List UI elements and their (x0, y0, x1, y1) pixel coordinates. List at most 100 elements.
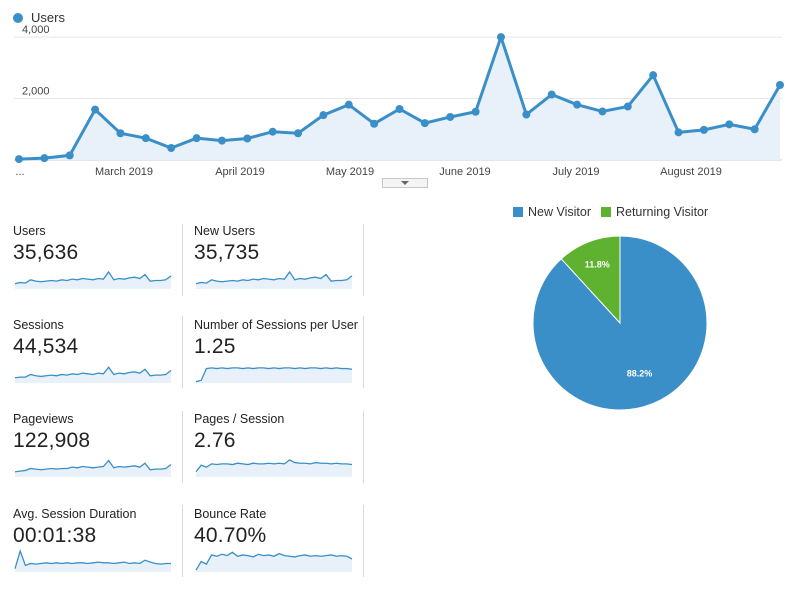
users-data-point[interactable] (395, 104, 404, 113)
pie-legend-returning-label: Returning Visitor (615, 205, 709, 219)
metric-value: 00:01:38 (13, 524, 97, 547)
users-legend-dot (13, 12, 23, 23)
divider-col-1d (182, 505, 183, 577)
sparkline-area (196, 271, 352, 289)
sparkline-line (14, 270, 172, 285)
metric-sparkline (195, 551, 353, 572)
metric-label: Sessions (13, 318, 64, 332)
users-data-point[interactable] (319, 111, 328, 120)
metric-label: New Users (194, 224, 256, 238)
metric-sparkline (14, 366, 172, 383)
chevron-down-icon (401, 181, 409, 185)
users-data-point[interactable] (217, 136, 226, 145)
x-tick-label: ... (15, 166, 24, 178)
users-data-point[interactable] (699, 125, 708, 134)
users-data-point[interactable] (573, 100, 582, 109)
users-data-point[interactable] (294, 129, 303, 138)
users-data-point[interactable] (344, 100, 353, 109)
pie-legend-returning-swatch (600, 207, 611, 217)
metric-label: Pageviews (13, 412, 74, 426)
users-data-point[interactable] (15, 155, 23, 164)
metric-value: 44,534 (13, 335, 79, 358)
metric-tile[interactable]: New Users 35,735 (194, 224, 364, 289)
sparkline-area (15, 367, 171, 383)
users-data-point[interactable] (725, 120, 734, 129)
users-data-point[interactable] (674, 128, 683, 137)
metric-tile[interactable]: Pages / Session 2.76 (194, 412, 364, 477)
users-data-point[interactable] (268, 127, 277, 136)
sparkline-area (196, 367, 352, 383)
users-data-point[interactable] (649, 71, 658, 80)
users-data-point[interactable] (141, 134, 150, 143)
users-data-point[interactable] (471, 107, 480, 116)
divider-col-2d (363, 505, 364, 577)
users-data-point[interactable] (192, 134, 201, 143)
pie-legend-returning[interactable]: Returning Visitor (600, 205, 709, 219)
sparkline-area (15, 460, 171, 477)
sparkline-area (15, 271, 171, 289)
users-data-point[interactable] (750, 125, 759, 134)
y-tick-label: 2,000 (22, 86, 50, 98)
metric-tile[interactable]: Avg. Session Duration 00:01:38 (13, 507, 183, 572)
users-data-point[interactable] (776, 81, 784, 90)
pie-slice-label: 11.8% (585, 260, 610, 270)
chart-scroll-handle[interactable] (382, 178, 428, 188)
users-legend[interactable]: Users (13, 10, 65, 25)
users-data-point[interactable] (547, 90, 556, 99)
metric-label: Users (13, 224, 46, 238)
sparkline-line (195, 551, 353, 571)
sparkline-line (195, 367, 353, 383)
visitor-pie-chart: 88.2% 11.8% (532, 235, 708, 411)
metric-value: 40.70% (194, 524, 267, 547)
metric-label: Pages / Session (194, 412, 285, 426)
x-tick-label: May 2019 (326, 166, 374, 178)
pie-slice-returning-visitor[interactable] (560, 235, 621, 325)
sparkline-area (196, 459, 352, 477)
users-legend-label: Users (31, 10, 65, 25)
metric-sparkline (195, 459, 353, 477)
metric-tile[interactable]: Pageviews 122,908 (13, 412, 183, 477)
metric-tile[interactable]: Number of Sessions per User 1.25 (194, 318, 364, 383)
pie-legend-new-swatch (513, 207, 523, 217)
metric-value: 35,636 (13, 241, 79, 264)
users-data-point[interactable] (91, 105, 100, 114)
metric-sparkline (14, 270, 172, 289)
metric-value: 1.25 (194, 335, 236, 358)
x-tick-label: June 2019 (439, 166, 490, 178)
users-data-point[interactable] (40, 154, 49, 163)
metric-sparkline (14, 549, 171, 572)
users-data-point[interactable] (370, 119, 379, 128)
divider-col-1c (182, 411, 183, 483)
users-data-point[interactable] (522, 110, 531, 119)
metric-tile[interactable]: Users 35,636 (13, 224, 183, 289)
pie-legend: New Visitor Returning Visitor (513, 205, 718, 219)
x-tick-label: July 2019 (552, 166, 599, 178)
sparkline-line (14, 366, 172, 379)
users-data-point[interactable] (243, 134, 252, 143)
metric-label: Avg. Session Duration (13, 507, 137, 521)
users-data-point[interactable] (116, 129, 125, 138)
pie-legend-new[interactable]: New Visitor (513, 205, 591, 219)
divider-col-2b (363, 316, 364, 388)
metric-sparkline (195, 270, 353, 289)
sparkline-line (14, 549, 171, 569)
divider-col-1 (182, 224, 183, 296)
metric-tile[interactable]: Bounce Rate 40.70% (194, 507, 364, 572)
users-data-point[interactable] (167, 144, 176, 153)
users-data-point[interactable] (446, 112, 455, 121)
users-data-point[interactable] (420, 119, 429, 128)
x-tick-label: August 2019 (660, 166, 722, 178)
metric-label: Bounce Rate (194, 507, 267, 521)
users-area (19, 37, 780, 161)
divider-col-1b (182, 316, 183, 388)
users-data-point[interactable] (623, 102, 632, 111)
users-data-point[interactable] (496, 33, 505, 42)
metric-value: 35,735 (194, 241, 260, 264)
x-tick-label: April 2019 (215, 166, 265, 178)
metric-label: Number of Sessions per User (194, 318, 358, 332)
metric-sparkline (195, 367, 353, 383)
users-data-point[interactable] (598, 107, 607, 116)
metric-sparkline (14, 459, 172, 477)
users-data-point[interactable] (65, 151, 74, 160)
metric-tile[interactable]: Sessions 44,534 (13, 318, 183, 383)
